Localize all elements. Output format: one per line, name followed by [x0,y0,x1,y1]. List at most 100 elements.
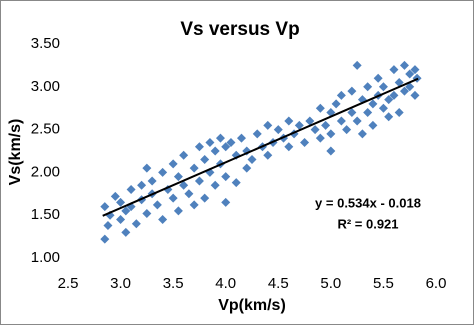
point [405,82,415,92]
point [347,107,357,117]
point [247,155,257,165]
point [194,176,204,186]
point [215,133,225,143]
point [368,120,378,130]
point [137,180,147,190]
point [103,220,113,230]
point [168,159,178,169]
point [158,214,168,224]
y-tick-label: 3.50 [31,35,60,52]
x-tick-label: 4.5 [268,275,289,292]
point [326,129,336,139]
point [221,172,231,182]
point [100,234,110,244]
point [357,129,367,139]
point [173,206,183,216]
point [389,65,399,75]
point [173,172,183,182]
point [326,146,336,156]
point [399,60,409,70]
point [158,167,168,177]
point [100,202,110,212]
point [168,193,178,203]
point [347,86,357,96]
point [189,200,199,210]
point [336,90,346,100]
point [242,163,252,173]
point [384,95,394,105]
point [294,120,304,130]
point [378,82,388,92]
point [131,219,141,229]
point [179,150,189,160]
y-axis-title: Vs(km/s) [7,119,24,186]
point [321,120,331,130]
point [226,137,236,147]
r-squared: R² = 0.921 [337,216,398,231]
y-tick-label: 3.00 [31,78,60,95]
point [410,65,420,75]
point [284,142,294,152]
point [399,86,409,96]
point [126,202,136,212]
point [231,178,241,188]
point [205,137,215,147]
point [221,197,231,207]
trendline [102,77,419,217]
x-tick-label: 2.5 [58,275,79,292]
y-tick-label: 2.00 [31,163,60,180]
point [310,125,320,135]
x-axis-title: Vp(km/s) [218,297,286,314]
x-tick-label: 4.0 [215,275,236,292]
point [389,90,399,100]
point [236,133,246,143]
point [352,116,362,126]
point [200,193,210,203]
x-tick-label: 6.0 [426,275,447,292]
point [189,163,199,173]
x-tick-label: 5.5 [373,275,394,292]
chart-title: Vs versus Vp [180,19,299,40]
point [200,155,210,165]
point [263,120,273,130]
point [221,142,231,152]
point [315,133,325,143]
point [394,107,404,117]
point [273,125,283,135]
point [142,163,152,173]
x-tick-label: 3.0 [110,275,131,292]
point [142,208,152,218]
point [336,116,346,126]
point [300,137,310,147]
point [378,103,388,113]
point [331,99,341,109]
point [405,69,415,79]
point [121,227,131,237]
point [363,107,373,117]
x-tick-label: 3.5 [163,275,184,292]
x-tick-label: 5.0 [320,275,341,292]
point [305,116,315,126]
point [147,176,157,186]
y-tick-label: 1.50 [31,206,60,223]
point [252,129,262,139]
y-tick-label: 1.00 [31,249,60,266]
point [284,116,294,126]
point [126,185,136,195]
point [179,180,189,190]
trend-equation: y = 0.534x - 0.018 [315,195,421,210]
point [194,142,204,152]
point [342,125,352,135]
point [121,206,131,216]
point [384,112,394,122]
point [116,197,126,207]
point [394,78,404,88]
point [368,99,378,109]
point [116,214,126,224]
point [184,189,194,199]
point [352,60,362,70]
point [410,90,420,100]
point [110,191,120,201]
